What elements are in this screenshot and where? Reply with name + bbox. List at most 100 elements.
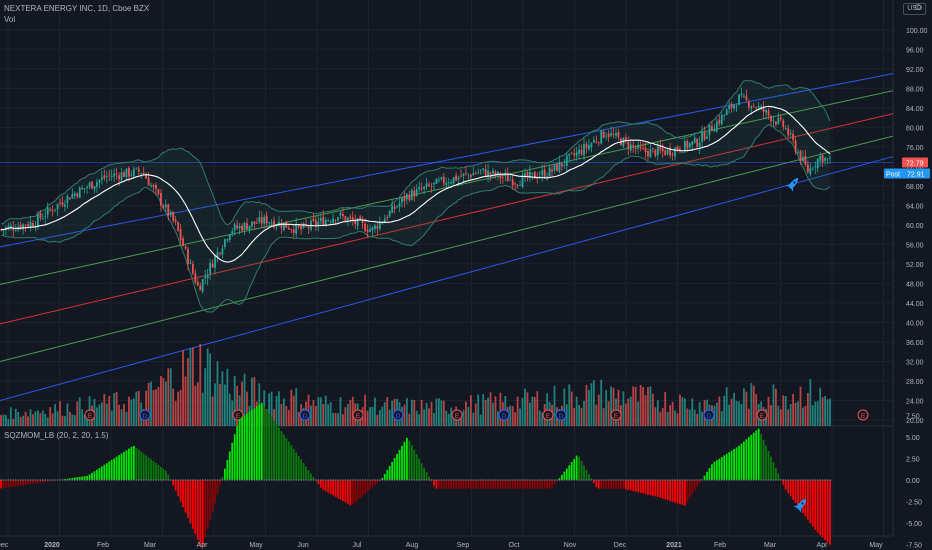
volume-bar xyxy=(802,407,804,426)
momentum-bar xyxy=(440,480,443,489)
volume-bar xyxy=(509,405,512,426)
volume-bar xyxy=(642,386,644,426)
candle-body xyxy=(725,109,728,116)
candle-body xyxy=(664,150,667,156)
squeeze-dot xyxy=(386,479,389,481)
candle-body xyxy=(610,132,612,136)
squeeze-dot xyxy=(199,479,202,481)
momentum-bar xyxy=(403,441,406,480)
momentum-bar xyxy=(319,480,322,488)
candle-body xyxy=(691,141,694,145)
candle-body xyxy=(71,194,74,199)
momentum-bar xyxy=(511,480,514,489)
momentum-bar xyxy=(312,477,315,480)
time-tick-label: Aug xyxy=(406,542,419,549)
squeeze-dot xyxy=(51,479,54,481)
squeeze-dot xyxy=(807,479,809,481)
momentum-bar xyxy=(735,447,738,480)
chart-grid xyxy=(0,0,894,537)
momentum-bar xyxy=(391,461,394,480)
candle-body xyxy=(302,223,305,228)
momentum-bar xyxy=(457,480,460,489)
candle-body xyxy=(647,150,649,157)
squeeze-dot xyxy=(570,479,573,481)
candle-body xyxy=(19,224,22,229)
momentum-bar xyxy=(679,480,681,505)
candle-body xyxy=(44,216,47,218)
squeeze-dot xyxy=(228,479,231,481)
volume-bar xyxy=(595,404,598,426)
momentum-bar xyxy=(659,480,662,498)
candle-body xyxy=(615,133,617,136)
momentum-bar xyxy=(524,480,526,489)
candle-body xyxy=(789,133,792,134)
volume-bar xyxy=(693,409,696,426)
candle-body xyxy=(346,218,349,221)
candle-body xyxy=(329,221,332,223)
event-marker-label: E xyxy=(455,413,460,420)
volume-bar xyxy=(747,408,750,426)
candle-body xyxy=(199,285,202,291)
squeeze-dot xyxy=(765,479,767,481)
candle-body xyxy=(169,212,172,216)
squeeze-dot xyxy=(155,479,157,481)
candle-body xyxy=(64,204,66,207)
volume-bar xyxy=(32,414,34,426)
currency-badge[interactable]: USD xyxy=(903,3,926,15)
candle-body xyxy=(740,93,743,96)
candle-body xyxy=(516,185,519,186)
candle-body xyxy=(319,218,322,221)
volume-bar xyxy=(698,402,701,426)
volume-bar xyxy=(715,402,718,426)
price-tick-label: 28.00 xyxy=(906,379,924,386)
candle-body xyxy=(649,149,652,158)
squeeze-dot xyxy=(96,479,98,481)
volume-bar xyxy=(447,413,450,426)
osc-tick-label: 5.00 xyxy=(906,435,920,442)
squeeze-dot xyxy=(743,479,745,481)
squeeze-dot xyxy=(625,479,627,481)
squeeze-dot xyxy=(757,479,760,481)
squeeze-momentum-histogram xyxy=(0,402,831,547)
volume-bar xyxy=(344,407,347,426)
candle-body xyxy=(696,138,699,147)
squeeze-dot xyxy=(696,479,698,481)
squeeze-dot xyxy=(669,479,671,481)
candle-body xyxy=(61,202,64,206)
squeeze-dot xyxy=(657,479,659,481)
momentum-bar xyxy=(499,480,502,489)
time-tick-label: 2020 xyxy=(44,542,60,549)
volume-bar xyxy=(366,410,369,426)
squeeze-dot xyxy=(209,479,211,481)
momentum-bar xyxy=(824,480,826,540)
candle-body xyxy=(713,129,716,132)
candle-body xyxy=(364,223,366,232)
event-marker-label: D xyxy=(396,413,401,420)
volume-bar xyxy=(98,404,101,426)
squeeze-dot xyxy=(644,479,647,481)
channel-upper xyxy=(0,73,894,248)
volume-bar xyxy=(652,393,654,426)
oscillator-label: SQZMOM_LB (20, 2, 20, 1.5) xyxy=(4,431,109,440)
momentum-bar xyxy=(755,430,758,480)
momentum-bar xyxy=(605,480,608,489)
volume-bar xyxy=(403,404,406,426)
sma-line xyxy=(0,105,831,263)
squeeze-dot xyxy=(391,479,393,481)
candle-body xyxy=(51,210,54,212)
squeeze-dot xyxy=(14,479,17,481)
volume-bar xyxy=(219,384,221,426)
volume-bar xyxy=(29,409,32,426)
candle-body xyxy=(543,169,546,178)
volume-bar xyxy=(536,391,539,426)
momentum-bar xyxy=(420,463,423,480)
squeeze-dot xyxy=(273,479,275,481)
squeeze-dot xyxy=(406,479,408,481)
candle-body xyxy=(521,175,524,187)
squeeze-dot xyxy=(265,479,268,481)
volume-bar xyxy=(182,350,184,426)
squeeze-dot xyxy=(393,479,396,481)
candle-body xyxy=(588,144,590,150)
momentum-bar xyxy=(696,480,699,487)
